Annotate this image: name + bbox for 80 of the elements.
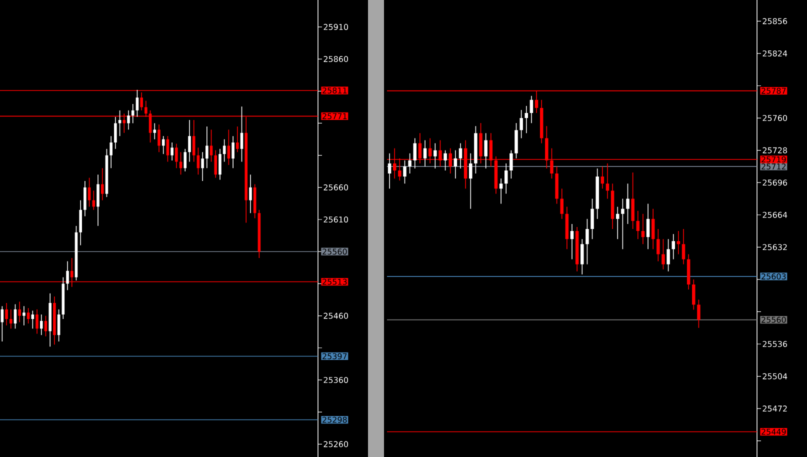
- candlestick: [408, 152, 412, 174]
- candlestick: [84, 180, 86, 217]
- candlestick: [236, 126, 239, 153]
- candlestick: [580, 238, 584, 275]
- candlestick: [188, 120, 191, 162]
- candlestick: [514, 122, 518, 159]
- candlestick: [249, 174, 252, 214]
- candlestick: [520, 110, 523, 139]
- candlestick: [672, 234, 675, 260]
- candlestick: [222, 138, 226, 162]
- candlestick: [423, 140, 427, 167]
- candlestick: [57, 308, 60, 342]
- candlestick: [469, 152, 472, 210]
- candlestick: [697, 299, 700, 328]
- candlestick: [676, 230, 680, 255]
- candlestick: [127, 110, 130, 130]
- candlestick: [214, 150, 218, 178]
- candlestick: [616, 206, 620, 240]
- candlestick: [570, 224, 574, 260]
- candlestick: [5, 302, 8, 326]
- candlestick: [636, 210, 640, 240]
- candlestick: [454, 150, 458, 179]
- candlestick: [656, 228, 660, 262]
- candlestick: [590, 198, 594, 240]
- candlestick: [434, 142, 437, 169]
- candlestick: [626, 183, 630, 224]
- candlestick: [100, 168, 104, 201]
- candlestick: [530, 95, 534, 124]
- candlestick: [484, 132, 488, 169]
- candlestick: [631, 172, 634, 230]
- candlestick: [114, 116, 117, 150]
- candlestick: [666, 238, 670, 272]
- candlestick: [31, 310, 34, 330]
- candlestick: [36, 308, 38, 334]
- candlestick: [153, 122, 156, 140]
- candlestick: [600, 166, 604, 190]
- candlestick: [218, 148, 222, 180]
- candlestick: [504, 163, 508, 194]
- candlestick: [651, 208, 655, 250]
- candlestick: [388, 152, 392, 190]
- candlestick: [444, 150, 447, 171]
- candlestick: [26, 308, 30, 324]
- candlestick: [79, 200, 82, 246]
- candlestick: [184, 148, 187, 172]
- candlestick: [560, 188, 564, 220]
- candlestick: [179, 152, 182, 175]
- candlestick: [192, 120, 196, 162]
- candlestick: [175, 143, 178, 169]
- candlestick: [88, 177, 91, 208]
- candlestick: [510, 150, 513, 179]
- candlestick: [131, 104, 134, 124]
- candlestick: [232, 136, 234, 169]
- candlestick: [641, 213, 645, 245]
- candlestick: [458, 142, 462, 169]
- candlestick: [586, 218, 589, 265]
- candlestick: [162, 136, 165, 154]
- candlestick: [210, 129, 213, 162]
- candlestick: [96, 174, 100, 226]
- candlestick: [110, 136, 112, 169]
- candlestick: [413, 138, 417, 169]
- candlestick: [66, 260, 69, 291]
- candlestick: [403, 160, 406, 184]
- candlestick: [206, 126, 208, 169]
- candlestick: [606, 163, 610, 200]
- candlestick: [662, 238, 665, 270]
- candlestick: [40, 314, 43, 336]
- candlestick: [22, 306, 26, 326]
- candlestick: [692, 279, 696, 310]
- candlestick: [9, 308, 12, 330]
- candlestick: [621, 198, 624, 250]
- candlestick: [646, 203, 650, 250]
- candlestick: [499, 178, 503, 204]
- candlestick: [201, 152, 204, 182]
- candlestick: [18, 301, 21, 323]
- candlestick: [682, 228, 686, 265]
- candlestick: [136, 89, 139, 118]
- candlestick: [524, 106, 528, 134]
- candlestick: [158, 124, 160, 153]
- candlestick: [227, 129, 230, 166]
- candlestick: [170, 142, 174, 161]
